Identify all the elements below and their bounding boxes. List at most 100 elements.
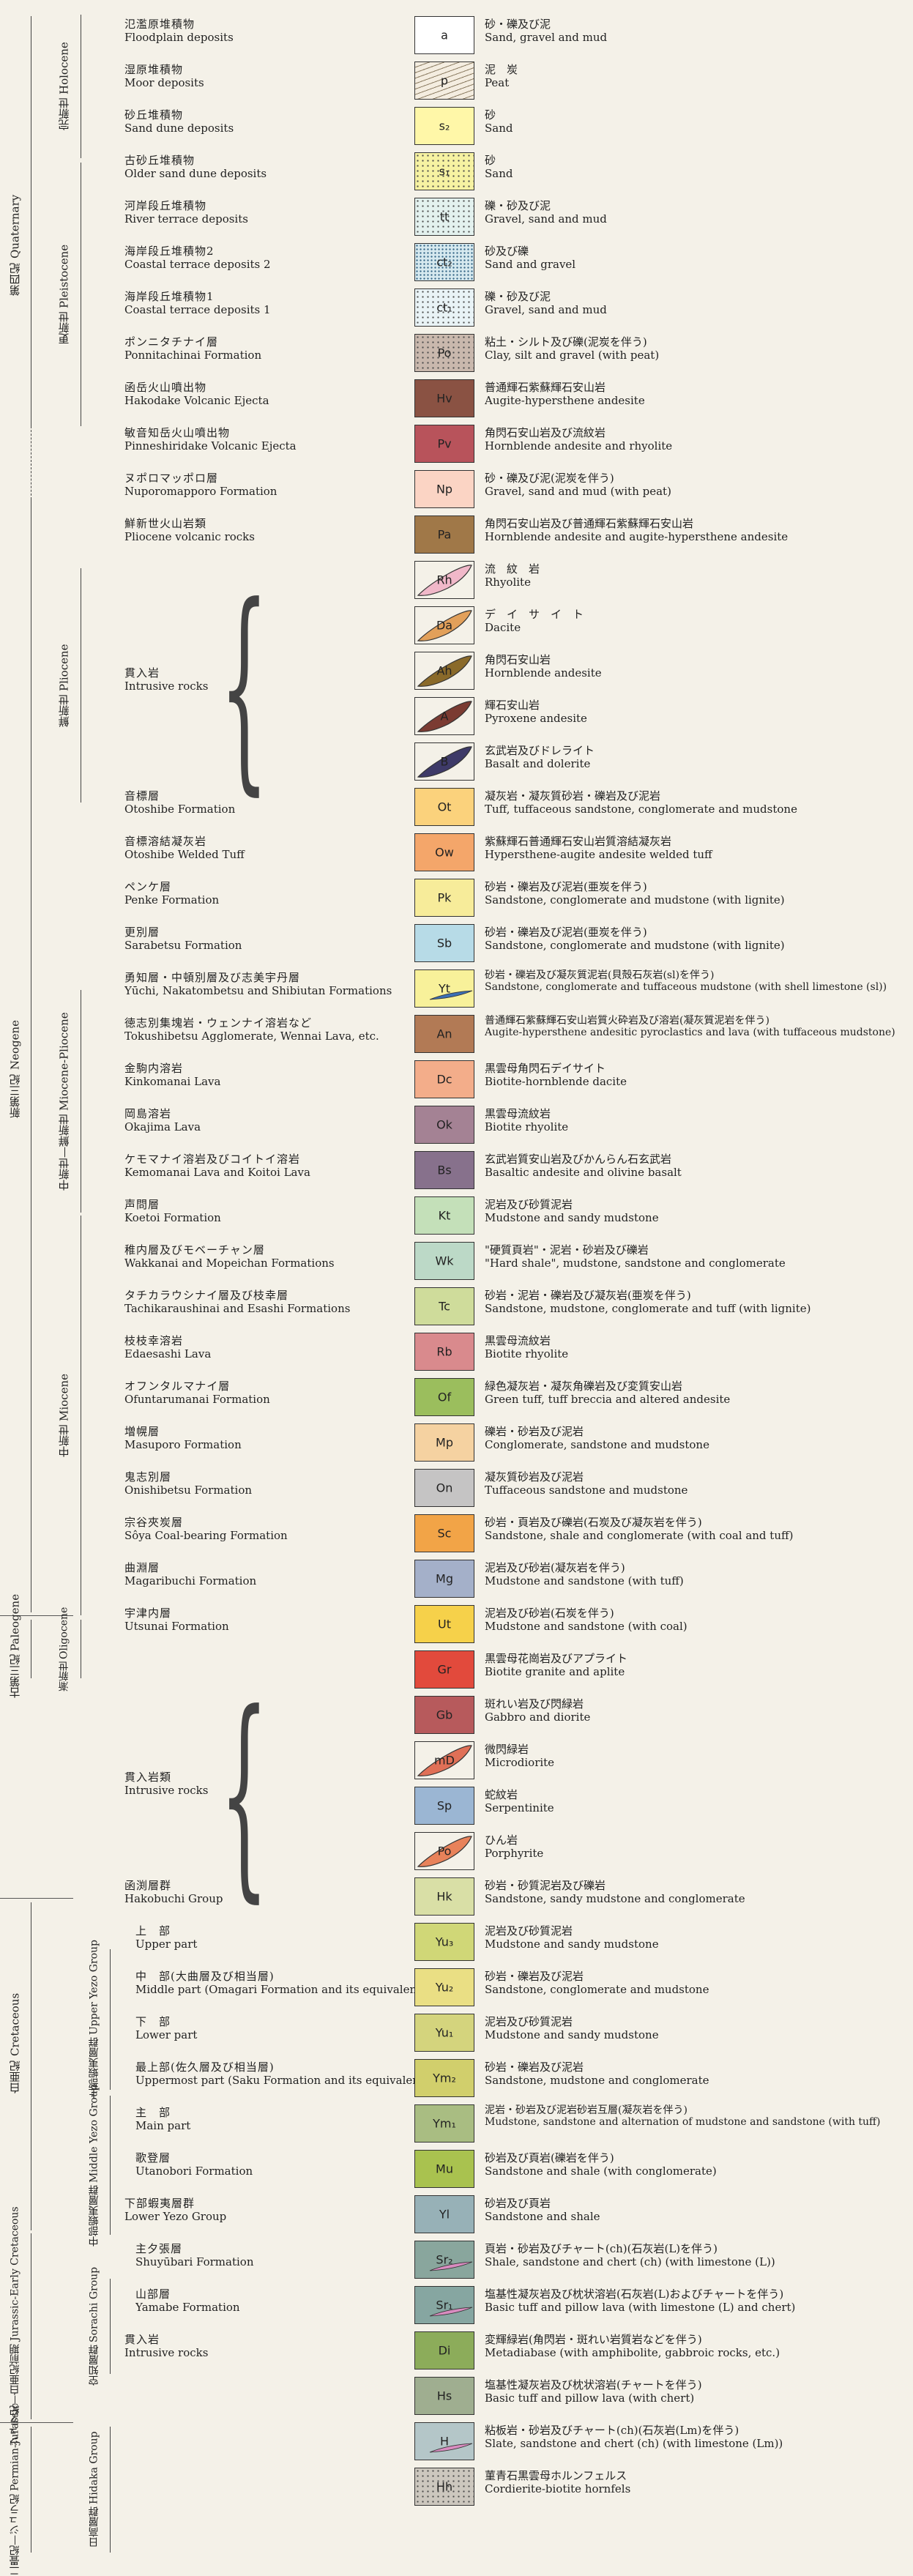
formation-name-en: Main part: [135, 2119, 191, 2132]
lithology-en: "Hard shale", mudstone, sandstone and co…: [485, 1257, 786, 1270]
lithology-en: Dacite: [485, 621, 521, 634]
lithology-ja: 粘土・シルト及び礫(泥炭を伴う): [485, 335, 647, 349]
legend-row: 曲淵層 Magaribuchi Formation Mg 泥岩及び砂岩(凝灰岩を伴う)…: [0, 1558, 913, 1604]
formation-name-en: Yūchi, Nakatombetsu and Shibiutan Format…: [124, 984, 392, 997]
lithology-ja: 砂: [485, 108, 496, 122]
swatch-code: mD: [434, 1753, 455, 1768]
lithology-en: Sandstone and shale (with conglomerate): [485, 2164, 717, 2178]
lithology-ja: 泥岩及び砂岩(石炭を伴う): [485, 1607, 614, 1620]
formation-name: 勇知層・中頓別層及び志美宇丹層 Yūchi, Nakatombetsu and S…: [124, 971, 410, 997]
lithology-ja: 斑れい岩及び閃緑岩: [485, 1697, 584, 1710]
lithology-ja: 黒雲母角閃石デイサイト: [485, 1062, 606, 1075]
lithology-description: 角閃石安山岩及び普通輝石紫蘇輝石安山岩 Hornblende andesite a…: [485, 517, 909, 543]
formation-name-ja: 敏音知岳火山噴出物: [124, 426, 231, 439]
color-swatch-da: Da: [414, 606, 474, 644]
formation-name: 稚内層及びモベーチャン層 Wakkanai and Mopeichan Forma…: [124, 1243, 410, 1270]
color-swatch-ut: Ut: [414, 1605, 474, 1643]
formation-name-ja: ペンケ層: [124, 880, 172, 893]
color-swatch-tc: Tc: [414, 1287, 474, 1325]
color-swatch-ym: Ym₁: [414, 2104, 474, 2143]
lithology-description: 変輝緑岩(角閃岩・斑れい岩質岩などを伴う) Metadiabase (with a…: [485, 2333, 909, 2359]
legend-row: 枝枝幸溶岩 Edaesashi Lava Rb 黒雲母流紋岩 Biotite rhyol…: [0, 1331, 913, 1377]
color-swatch-on: On: [414, 1469, 474, 1507]
lithology-en: Sand, gravel and mud: [485, 31, 608, 44]
legend-row: 下部蝦夷層群 Lower Yezo Group Yl 砂岩及び頁岩 Sandstone …: [0, 2194, 913, 2239]
lithology-ja: 砂岩・礫岩及び泥岩(亜炭を伴う): [485, 880, 647, 893]
formation-name-ja: 増幌層: [124, 1425, 160, 1438]
formation-name-en: Sarabetsu Formation: [124, 939, 242, 952]
formation-name-en: Floodplain deposits: [124, 31, 234, 44]
lithology-description: 砂 Sand: [485, 154, 909, 180]
formation-name-en: Intrusive rocks: [124, 2346, 209, 2359]
color-swatch-yt: Yt: [414, 969, 474, 1008]
color-swatch-a: a: [414, 16, 474, 54]
formation-name: 貫入岩 Intrusive rocks: [124, 2333, 410, 2359]
lithology-ja: 塩基性凝灰岩及び枕状溶岩(チャートを伴う): [485, 2378, 702, 2391]
swatch-code: Ym₁: [433, 2116, 456, 2131]
legend-row: Gr 黒雲母花崗岩及びアプライト Biotite granite and aplit…: [0, 1649, 913, 1694]
swatch-code: Po: [437, 346, 452, 360]
formation-name-ja: 宇津内層: [124, 1607, 172, 1620]
lithology-en: Mudstone and sandy mudstone: [485, 1211, 659, 1224]
formation-name: 増幌層 Masuporo Formation: [124, 1425, 410, 1451]
formation-name: 歌登層 Utanobori Formation: [135, 2151, 421, 2178]
curly-brace: {: [220, 559, 269, 814]
legend-row: 主 部 Main part Ym₁ 泥岩・砂岩及び泥岩砂岩互層(凝灰岩を伴う) Muds…: [0, 2103, 913, 2148]
formation-name-ja: 氾濫原堆積物: [124, 18, 195, 31]
lithology-en: Sandstone and shale: [485, 2210, 600, 2223]
formation-name: 函渕層群 Hakobuchi Group: [124, 1879, 410, 1905]
lithology-description: 泥岩及び砂岩(凝灰岩を伴う) Mudstone and sandstone (wi…: [485, 1561, 909, 1587]
lithology-en: Tuff, tuffaceous sandstone, conglomerate…: [485, 803, 797, 816]
lithology-en: Sandstone, shale and conglomerate (with …: [485, 1529, 794, 1542]
color-swatch-ym: Ym₂: [414, 2059, 474, 2097]
lithology-description: 泥岩及び砂岩(石炭を伴う) Mudstone and sandstone (wit…: [485, 1607, 909, 1633]
period-divider: [0, 2422, 73, 2423]
lithology-description: 流 紋 岩 Rhyolite: [485, 562, 909, 589]
color-swatch-gr: Gr: [414, 1650, 474, 1689]
lithology-en: Hypersthene-augite andesite welded tuff: [485, 848, 712, 861]
formation-name-ja: 金駒内溶岩: [124, 1062, 184, 1075]
lithology-en: Gabbro and diorite: [485, 1710, 591, 1724]
legend-row: 下 部 Lower part Yu₁ 泥岩及び砂質泥岩 Mudstone and san…: [0, 2012, 913, 2058]
lithology-description: 微閃緑岩 Microdiorite: [485, 1743, 909, 1769]
lithology-ja: ひん岩: [485, 1834, 518, 1847]
swatch-code: Sr₂: [436, 2252, 453, 2267]
legend-row: 最上部(佐久層及び相当層) Uppermost part (Saku Format…: [0, 2058, 913, 2103]
lithology-en: Sand: [485, 167, 513, 180]
swatch-code: s₁: [439, 164, 450, 179]
formation-name-en: Ponnitachinai Formation: [124, 349, 262, 362]
formation-name-en: Masuporo Formation: [124, 1438, 242, 1451]
lithology-en: Sandstone, conglomerate and mudstone (wi…: [485, 893, 785, 907]
color-swatch-pv: Pv: [414, 425, 474, 463]
lithology-en: Mudstone, sandstone and alternation of m…: [485, 2116, 881, 2128]
formation-name: 音標溶結凝灰岩 Otoshibe Welded Tuff: [124, 835, 410, 861]
color-swatch-po: Po: [414, 1832, 474, 1870]
formation-name-en: Otoshibe Welded Tuff: [124, 848, 245, 861]
lens-shape: [417, 746, 472, 778]
formation-name: 鬼志別層 Onishibetsu Formation: [124, 1470, 410, 1497]
lithology-ja: 砂岩・礫岩及び泥岩(亜炭を伴う): [485, 926, 647, 939]
formation-name-ja: 下部蝦夷層群: [124, 2197, 195, 2210]
lithology-description: 黒雲母角閃石デイサイト Biotite-hornblende dacite: [485, 1062, 909, 1088]
color-swatch-h: H: [414, 2422, 474, 2460]
lithology-en: Hornblende andesite and augite-hypersthe…: [485, 530, 789, 543]
swatch-code: a: [441, 28, 448, 42]
color-swatch-mg: Mg: [414, 1560, 474, 1598]
color-swatch-pk: Pk: [414, 879, 474, 917]
lithology-ja: 砂岩・砂質泥岩及び礫岩: [485, 1879, 606, 1892]
lithology-ja: 普通輝石紫蘇輝石安山岩: [485, 381, 606, 394]
formation-name-ja: 歌登層: [135, 2151, 171, 2164]
lithology-description: 砂岩・礫岩及び泥岩(亜炭を伴う) Sandstone, conglomerate …: [485, 880, 909, 907]
color-swatch-ct: ct₂: [414, 243, 474, 281]
legend-row: 岡島溶岩 Okajima Lava Ok 黒雲母流紋岩 Biotite rhyolite: [0, 1104, 913, 1150]
lithology-ja: 玄武岩質安山岩及びかんらん石玄武岩: [485, 1153, 672, 1166]
formation-name-ja: 主 部: [135, 2106, 171, 2119]
formation-name-en: Yamabe Formation: [135, 2301, 240, 2314]
swatch-code: Wk: [435, 1254, 454, 1268]
color-swatch-gb: Gb: [414, 1696, 474, 1734]
formation-name-ja: 古砂丘堆積物: [124, 154, 195, 167]
legend-row: 砂丘堆積物 Sand dune deposits s₂ 砂 Sand: [0, 105, 913, 151]
lithology-ja: 粘板岩・砂岩及びチャート(ch)(石灰岩(Lm)を伴う): [485, 2424, 739, 2437]
legend-row: Rh 流 紋 岩 Rhyolite: [0, 559, 913, 605]
formation-name-ja: 砂丘堆積物: [124, 108, 184, 122]
